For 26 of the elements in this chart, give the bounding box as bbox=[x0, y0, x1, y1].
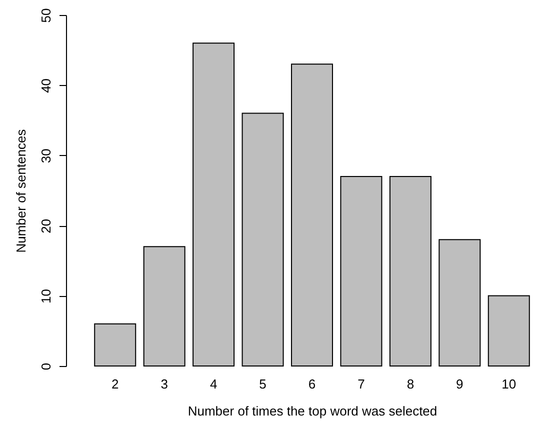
x-axis-title: Number of times the top word was selected bbox=[188, 404, 438, 418]
y-tick-label: 0 bbox=[38, 362, 54, 370]
x-tick-label: 6 bbox=[308, 376, 316, 392]
x-tick-label: 3 bbox=[160, 376, 168, 392]
bar bbox=[340, 176, 382, 366]
bar bbox=[242, 112, 284, 366]
y-axis-title: Number of sentences bbox=[14, 128, 28, 253]
x-tick-label: 5 bbox=[259, 376, 266, 392]
x-tick-label: 10 bbox=[502, 376, 516, 392]
bar bbox=[438, 239, 481, 366]
y-tick-label: 10 bbox=[38, 289, 54, 304]
y-tick-label: 20 bbox=[38, 218, 54, 234]
bar bbox=[291, 64, 333, 366]
bar bbox=[94, 323, 136, 366]
x-tick-label: 8 bbox=[406, 376, 414, 392]
x-tick-label: 7 bbox=[358, 376, 365, 392]
bar bbox=[488, 295, 530, 366]
bar bbox=[143, 246, 186, 366]
x-tick-label: 9 bbox=[456, 376, 464, 392]
bar bbox=[192, 42, 235, 366]
x-tick-label: 4 bbox=[210, 376, 218, 392]
y-tick-label: 30 bbox=[38, 148, 54, 164]
x-tick-label: 2 bbox=[111, 376, 119, 392]
y-tick-label: 40 bbox=[38, 78, 54, 93]
y-tick-label: 50 bbox=[38, 8, 54, 23]
bar bbox=[389, 176, 432, 366]
